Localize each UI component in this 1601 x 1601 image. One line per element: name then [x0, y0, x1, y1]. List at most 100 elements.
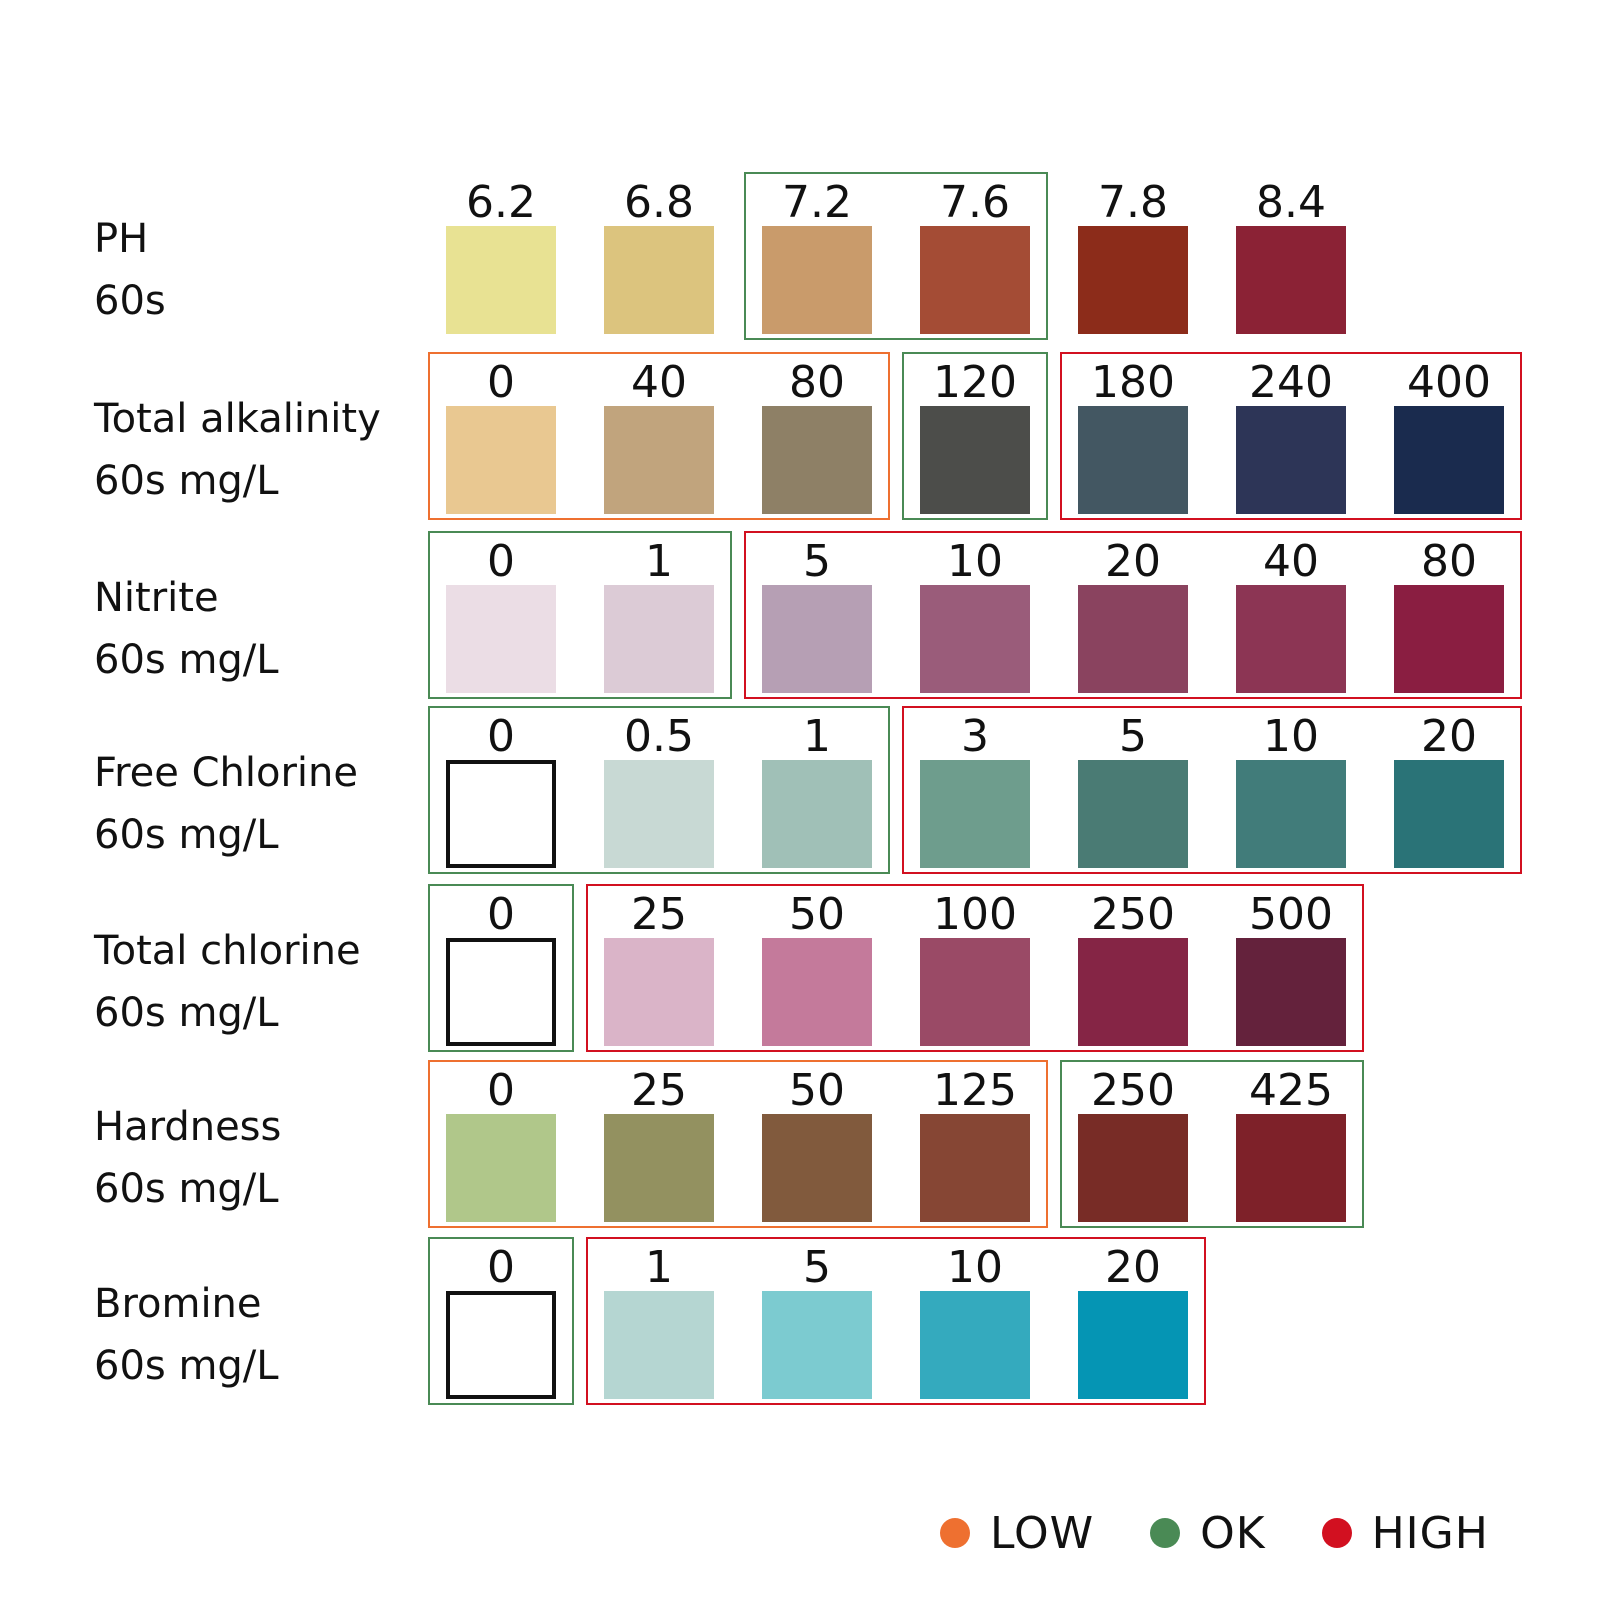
- swatch-value: 80: [789, 357, 845, 408]
- color-swatch: [604, 226, 714, 334]
- swatch-value: 0: [487, 1242, 515, 1293]
- swatch-value: 20: [1105, 536, 1161, 587]
- color-swatch: [446, 226, 556, 334]
- color-swatch: [1394, 585, 1504, 693]
- swatch-value: 1: [645, 1242, 673, 1293]
- swatch-value: 20: [1421, 711, 1477, 762]
- color-swatch: [920, 406, 1030, 514]
- legend-label-high: HIGH: [1371, 1507, 1489, 1559]
- range-group-low: [428, 352, 890, 520]
- range-group-high: [586, 1237, 1206, 1405]
- color-swatch: [762, 938, 872, 1046]
- color-swatch: [1078, 938, 1188, 1046]
- swatch-value: 25: [631, 889, 687, 940]
- color-swatch: [920, 1114, 1030, 1222]
- swatch-value: 0: [487, 889, 515, 940]
- color-swatch: [762, 226, 872, 334]
- color-swatch: [604, 1114, 714, 1222]
- swatch-value: 7.6: [940, 177, 1010, 228]
- range-group-ok: [428, 884, 574, 1052]
- color-swatch: [1394, 406, 1504, 514]
- swatch-value: 80: [1421, 536, 1477, 587]
- range-group-ok: [744, 172, 1048, 340]
- color-swatch: [1078, 406, 1188, 514]
- swatch-value: 8.4: [1256, 177, 1326, 228]
- color-swatch: [920, 585, 1030, 693]
- range-group-ok: [902, 352, 1048, 520]
- row-label: Total chlorine 60s mg/L: [94, 920, 361, 1044]
- color-swatch: [1236, 938, 1346, 1046]
- color-swatch: [920, 226, 1030, 334]
- color-swatch: [1078, 760, 1188, 868]
- swatch-value: 1: [803, 711, 831, 762]
- swatch-value: 0.5: [624, 711, 694, 762]
- swatch-value: 7.2: [782, 177, 852, 228]
- range-group-ok: [1060, 1060, 1364, 1228]
- color-swatch: [446, 585, 556, 693]
- swatch-value: 50: [789, 889, 845, 940]
- swatch-value: 6.8: [624, 177, 694, 228]
- row-label: Hardness 60s mg/L: [94, 1096, 281, 1220]
- color-swatch: [1236, 760, 1346, 868]
- swatch-value: 250: [1091, 889, 1175, 940]
- color-swatch: [762, 1114, 872, 1222]
- swatch-value: 25: [631, 1065, 687, 1116]
- color-swatch: [762, 1291, 872, 1399]
- swatch-value: 10: [1263, 711, 1319, 762]
- range-group-high: [902, 706, 1522, 874]
- range-group-ok: [428, 706, 890, 874]
- color-swatch: [604, 406, 714, 514]
- row-name: Free Chlorine: [94, 750, 358, 796]
- swatch-value: 7.8: [1098, 177, 1168, 228]
- swatch-value: 3: [961, 711, 989, 762]
- range-group-high: [586, 884, 1364, 1052]
- color-swatch: [1078, 1291, 1188, 1399]
- color-swatch: [446, 406, 556, 514]
- color-swatch: [446, 760, 556, 868]
- row-unit: 60s mg/L: [94, 637, 279, 683]
- color-swatch: [920, 938, 1030, 1046]
- swatch-value: 0: [487, 1065, 515, 1116]
- row-label: Free Chlorine 60s mg/L: [94, 742, 358, 866]
- swatch-value: 0: [487, 357, 515, 408]
- color-swatch: [1236, 406, 1346, 514]
- row-unit: 60s mg/L: [94, 458, 279, 504]
- legend-label-ok: OK: [1200, 1507, 1266, 1559]
- range-group-ok: [428, 531, 732, 699]
- legend-label-low: LOW: [990, 1507, 1095, 1559]
- low-dot-icon: [940, 1518, 970, 1548]
- swatch-value: 10: [947, 536, 1003, 587]
- row-unit: 60s mg/L: [94, 1343, 279, 1389]
- row-name: Hardness: [94, 1104, 282, 1150]
- row-name: Total alkalinity: [94, 396, 381, 442]
- color-swatch: [1236, 1114, 1346, 1222]
- swatch-value: 40: [631, 357, 687, 408]
- row-unit: 60s: [94, 278, 166, 324]
- row-label: Bromine 60s mg/L: [94, 1273, 279, 1397]
- swatch-value: 250: [1091, 1065, 1175, 1116]
- swatch-value: 240: [1249, 357, 1333, 408]
- row-name: Bromine: [94, 1281, 262, 1327]
- color-swatch: [1394, 760, 1504, 868]
- high-dot-icon: [1321, 1518, 1352, 1548]
- legend-item-ok: OK: [1150, 1508, 1266, 1559]
- color-swatch: [1078, 585, 1188, 693]
- row-label: Total alkalinity 60s mg/L: [94, 388, 381, 512]
- row-name: Total chlorine: [94, 928, 361, 974]
- color-swatch: [1236, 585, 1346, 693]
- color-swatch: [446, 938, 556, 1046]
- swatch-value: 400: [1407, 357, 1491, 408]
- ok-dot-icon: [1150, 1518, 1181, 1548]
- color-swatch: [604, 938, 714, 1046]
- range-group-high: [744, 531, 1522, 699]
- color-swatch: [762, 406, 872, 514]
- row-unit: 60s mg/L: [94, 812, 279, 858]
- swatch-value: 10: [947, 1242, 1003, 1293]
- color-swatch: [604, 1291, 714, 1399]
- swatch-value: 6.2: [466, 177, 536, 228]
- row-name: Nitrite: [94, 575, 219, 621]
- color-swatch: [1078, 1114, 1188, 1222]
- swatch-value: 40: [1263, 536, 1319, 587]
- range-group-low: [428, 1060, 1048, 1228]
